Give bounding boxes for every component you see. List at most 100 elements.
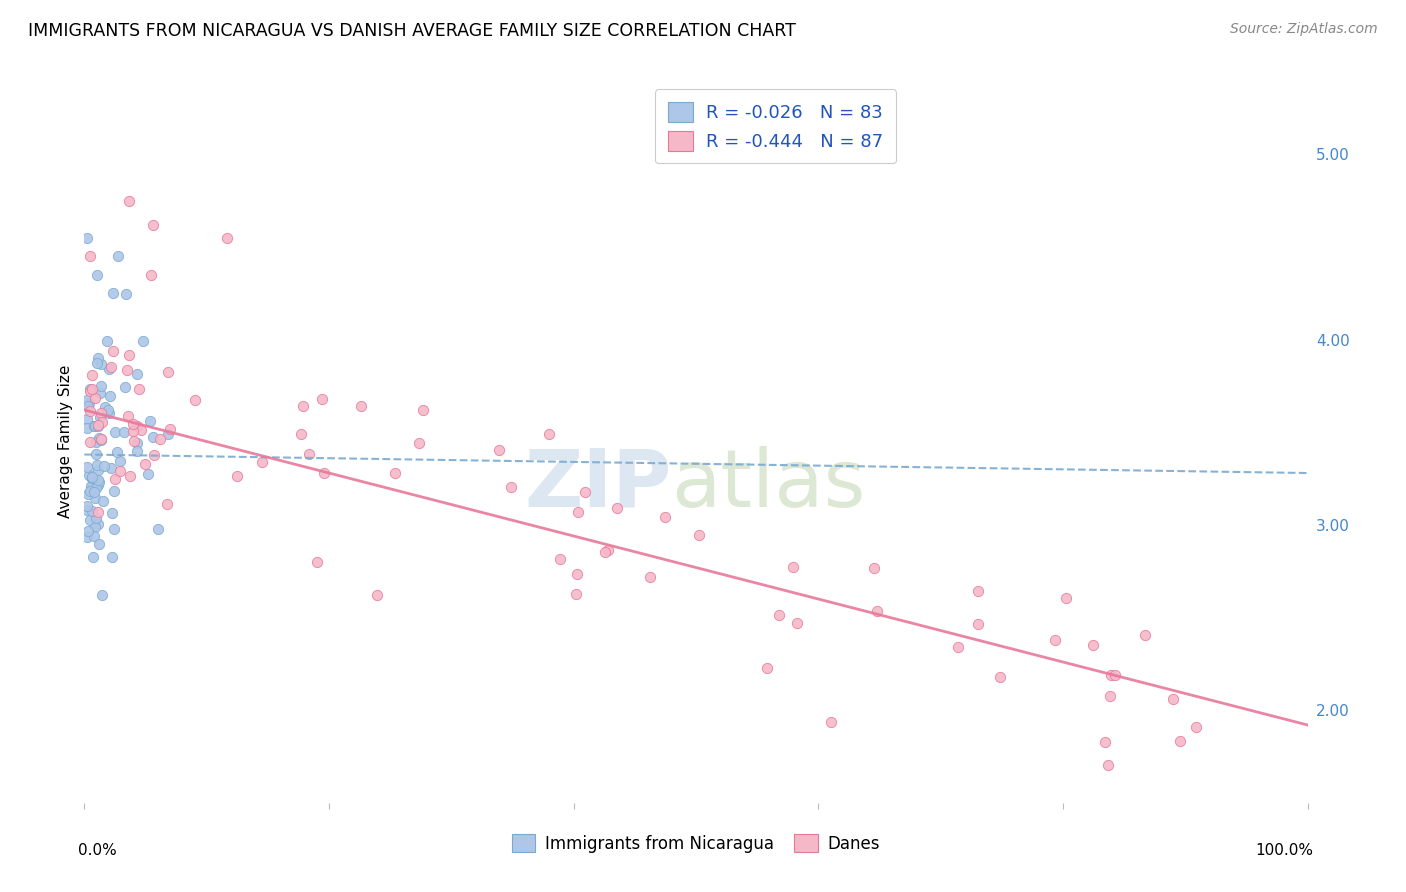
Point xyxy=(91,415,114,429)
Point xyxy=(225,469,247,483)
Point xyxy=(350,399,373,413)
Point xyxy=(217,231,239,245)
Point xyxy=(87,418,110,433)
Text: ZIP: ZIP xyxy=(524,446,672,524)
Point xyxy=(83,485,105,500)
Point xyxy=(292,399,315,413)
Point xyxy=(84,434,107,449)
Point xyxy=(782,559,804,574)
Point xyxy=(139,414,162,428)
Point xyxy=(100,461,122,475)
Point xyxy=(115,363,138,377)
Point xyxy=(156,365,179,379)
Point xyxy=(89,385,111,400)
Point xyxy=(1098,690,1121,704)
Point xyxy=(80,469,103,483)
Point xyxy=(87,351,110,365)
Text: Source: ZipAtlas.com: Source: ZipAtlas.com xyxy=(1230,22,1378,37)
Point xyxy=(103,483,125,498)
Point xyxy=(83,419,105,434)
Point xyxy=(146,522,169,536)
Point xyxy=(250,455,273,469)
Point xyxy=(117,409,139,424)
Text: IMMIGRANTS FROM NICARAGUA VS DANISH AVERAGE FAMILY SIZE CORRELATION CHART: IMMIGRANTS FROM NICARAGUA VS DANISH AVER… xyxy=(28,22,796,40)
Point xyxy=(967,617,990,632)
Point xyxy=(82,368,104,382)
Point xyxy=(134,457,156,471)
Point xyxy=(87,537,110,551)
Point xyxy=(1184,720,1206,734)
Point xyxy=(87,517,110,532)
Point xyxy=(93,401,115,415)
Point xyxy=(90,588,112,602)
Point xyxy=(574,485,596,500)
Point xyxy=(80,479,103,493)
Point xyxy=(654,510,676,524)
Point xyxy=(83,391,105,405)
Text: 100.0%: 100.0% xyxy=(1256,843,1313,857)
Point xyxy=(97,406,120,420)
Point xyxy=(112,425,135,439)
Point xyxy=(79,513,101,527)
Point xyxy=(125,419,148,434)
Point xyxy=(76,524,98,539)
Point xyxy=(128,382,150,396)
Point xyxy=(156,497,179,511)
Point xyxy=(90,406,112,420)
Point xyxy=(118,194,141,208)
Legend: Immigrants from Nicaragua, Danes: Immigrants from Nicaragua, Danes xyxy=(505,828,887,860)
Point xyxy=(141,268,163,282)
Point xyxy=(307,555,329,569)
Point xyxy=(101,506,124,520)
Point xyxy=(86,268,108,282)
Point xyxy=(104,425,127,439)
Point xyxy=(76,500,98,514)
Point xyxy=(127,443,149,458)
Point xyxy=(91,493,114,508)
Point xyxy=(76,503,98,517)
Point xyxy=(865,604,887,618)
Point xyxy=(87,418,110,433)
Point xyxy=(76,460,98,475)
Point xyxy=(1099,668,1122,682)
Point xyxy=(84,447,107,461)
Point xyxy=(90,379,112,393)
Point xyxy=(84,510,107,524)
Point xyxy=(593,545,616,559)
Point xyxy=(80,382,103,396)
Point xyxy=(103,522,125,536)
Point xyxy=(121,417,143,431)
Point xyxy=(366,589,388,603)
Point xyxy=(638,570,661,584)
Point xyxy=(537,427,560,442)
Point xyxy=(384,466,406,480)
Point xyxy=(550,552,572,566)
Point xyxy=(107,249,129,263)
Point xyxy=(90,434,112,448)
Point xyxy=(101,343,124,358)
Point xyxy=(79,384,101,398)
Point xyxy=(105,445,128,459)
Point xyxy=(688,528,710,542)
Point xyxy=(1163,692,1185,706)
Point xyxy=(990,670,1012,684)
Point xyxy=(149,432,172,446)
Point xyxy=(86,481,108,495)
Point xyxy=(83,419,105,434)
Point xyxy=(125,367,148,381)
Point xyxy=(756,661,779,675)
Point xyxy=(100,549,122,564)
Point xyxy=(1133,628,1156,642)
Point xyxy=(820,714,842,729)
Point xyxy=(136,467,159,481)
Point xyxy=(76,487,98,501)
Point xyxy=(129,423,152,437)
Point xyxy=(290,427,312,442)
Point xyxy=(76,530,98,544)
Point xyxy=(598,542,620,557)
Point xyxy=(1043,633,1066,648)
Point xyxy=(86,463,108,477)
Point xyxy=(122,424,145,438)
Point xyxy=(184,393,207,408)
Text: 0.0%: 0.0% xyxy=(79,843,117,857)
